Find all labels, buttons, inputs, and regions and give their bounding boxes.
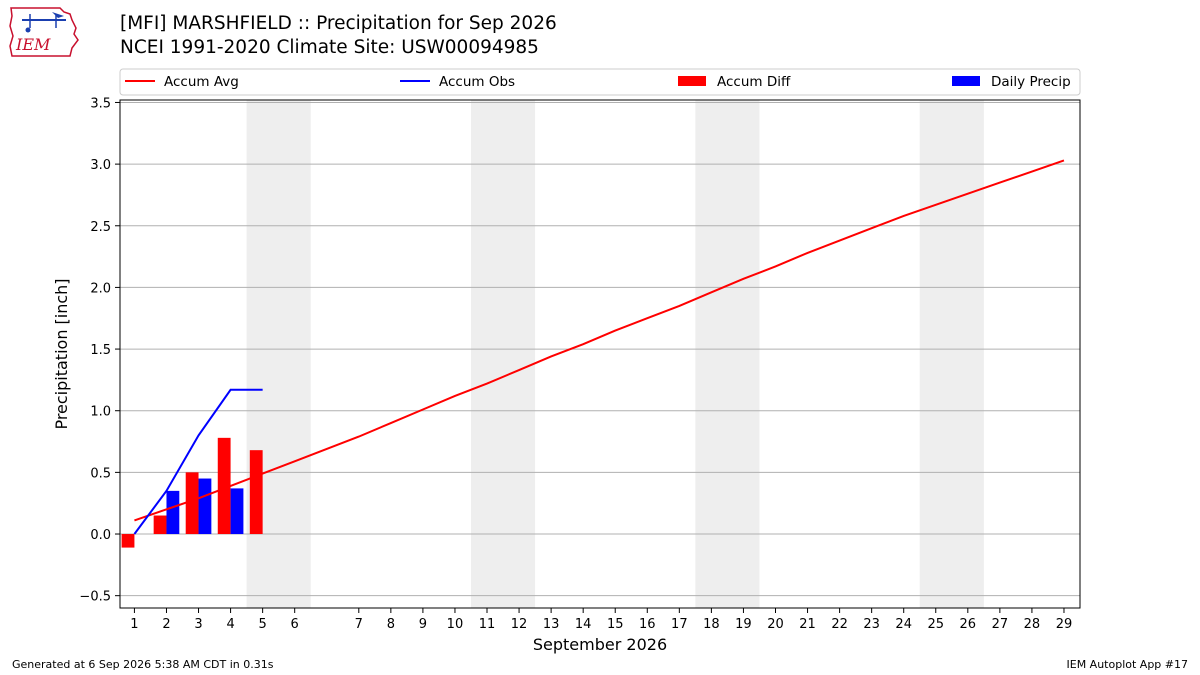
x-tick-label-4: 5 bbox=[258, 617, 266, 632]
x-tick-label-17: 18 bbox=[703, 617, 720, 632]
gridlines bbox=[120, 101, 1080, 597]
weekend-band-1 bbox=[470, 100, 536, 608]
diff-bar-3 bbox=[185, 472, 199, 535]
app-footer: IEM Autoplot App #17 bbox=[1066, 658, 1189, 671]
x-tick-label-28: 29 bbox=[1056, 617, 1073, 632]
x-tick-label-21: 22 bbox=[831, 617, 848, 632]
generated-footer: Generated at 6 Sep 2026 5:38 AM CDT in 0… bbox=[12, 658, 274, 671]
x-tick-label-2: 3 bbox=[194, 617, 202, 632]
x-tick-label-6: 7 bbox=[355, 617, 363, 632]
x-tick-label-25: 26 bbox=[960, 617, 977, 632]
legend-label-2: Accum Diff bbox=[717, 74, 791, 90]
y-tick-label-0: −0.5 bbox=[79, 590, 111, 605]
legend-label-3: Daily Precip bbox=[991, 74, 1071, 90]
lines bbox=[133, 159, 1065, 535]
legend-label-0: Accum Avg bbox=[164, 74, 239, 90]
weekend-band-2 bbox=[695, 100, 760, 608]
y-tick-label-4: 1.5 bbox=[90, 343, 111, 358]
y-tick-label-7: 3.0 bbox=[90, 158, 111, 173]
diff-bar-4 bbox=[217, 437, 231, 535]
x-tick-label-27: 28 bbox=[1024, 617, 1041, 632]
weekend-shading bbox=[246, 100, 984, 608]
y-tick-label-3: 1.0 bbox=[90, 405, 111, 420]
x-tick-label-19: 20 bbox=[767, 617, 784, 632]
x-tick-label-13: 14 bbox=[575, 617, 592, 632]
logo-text: IEM bbox=[15, 35, 51, 54]
legend-swatch-2 bbox=[678, 76, 706, 86]
daily-bar-3 bbox=[198, 478, 212, 535]
x-tick-label-0: 1 bbox=[130, 617, 138, 632]
x-tick-label-1: 2 bbox=[162, 617, 170, 632]
x-tick-label-5: 6 bbox=[291, 617, 299, 632]
bars bbox=[121, 437, 263, 548]
chart-title: [MFI] MARSHFIELD :: Precipitation for Se… bbox=[120, 13, 557, 34]
x-tick-label-11: 12 bbox=[511, 617, 528, 632]
accum-obs-line bbox=[133, 388, 263, 535]
x-tick-label-22: 23 bbox=[863, 617, 880, 632]
x-axis: 1 2 3 4 5 6 7 8 9 10 11 12 13 14 15 16 17 18 19 20 21 22 23 24 2… bbox=[130, 608, 1072, 632]
legend-swatch-3 bbox=[952, 76, 980, 86]
y-tick-label-2: 0.5 bbox=[90, 466, 111, 481]
x-tick-label-23: 24 bbox=[895, 617, 912, 632]
x-axis-label: September 2026 bbox=[533, 635, 667, 654]
x-tick-label-14: 15 bbox=[607, 617, 624, 632]
x-tick-label-12: 13 bbox=[543, 617, 560, 632]
y-tick-label-5: 2.0 bbox=[90, 281, 111, 296]
x-tick-label-16: 17 bbox=[671, 617, 688, 632]
y-tick-label-6: 2.5 bbox=[90, 220, 111, 235]
x-tick-label-18: 19 bbox=[735, 617, 752, 632]
x-tick-label-24: 25 bbox=[927, 617, 944, 632]
diff-bar-2 bbox=[153, 515, 167, 535]
weekend-band-3 bbox=[919, 100, 984, 608]
daily-bar-4 bbox=[230, 488, 244, 535]
x-tick-label-10: 11 bbox=[479, 617, 496, 632]
x-tick-label-15: 16 bbox=[639, 617, 656, 632]
y-axis: −0.5 0.0 0.5 1.0 1.5 2.0 2.5 3.0 3.5 bbox=[79, 96, 120, 605]
x-tick-label-9: 10 bbox=[447, 617, 464, 632]
legend-frame bbox=[119, 68, 1081, 96]
accum-avg-line bbox=[134, 159, 1065, 522]
x-tick-label-3: 4 bbox=[226, 617, 234, 632]
diff-bar-5 bbox=[249, 450, 263, 535]
x-tick-label-26: 27 bbox=[992, 617, 1009, 632]
chart-subtitle: NCEI 1991-2020 Climate Site: USW00094985 bbox=[120, 37, 539, 58]
legend: Accum Avg Accum Obs Accum Diff Daily Precip bbox=[119, 68, 1081, 96]
y-tick-label-1: 0.0 bbox=[90, 528, 111, 543]
x-tick-label-20: 21 bbox=[799, 617, 816, 632]
x-tick-label-7: 8 bbox=[387, 617, 395, 632]
x-tick-label-8: 9 bbox=[419, 617, 427, 632]
y-tick-label-8: 3.5 bbox=[90, 96, 111, 111]
plot-frame bbox=[119, 99, 1081, 609]
legend-label-1: Accum Obs bbox=[439, 74, 515, 90]
diff-bar-1 bbox=[121, 534, 135, 548]
daily-bar-2 bbox=[166, 490, 180, 535]
y-axis-label: Precipitation [inch] bbox=[52, 278, 71, 429]
iem-logo: IEM bbox=[9, 7, 79, 57]
